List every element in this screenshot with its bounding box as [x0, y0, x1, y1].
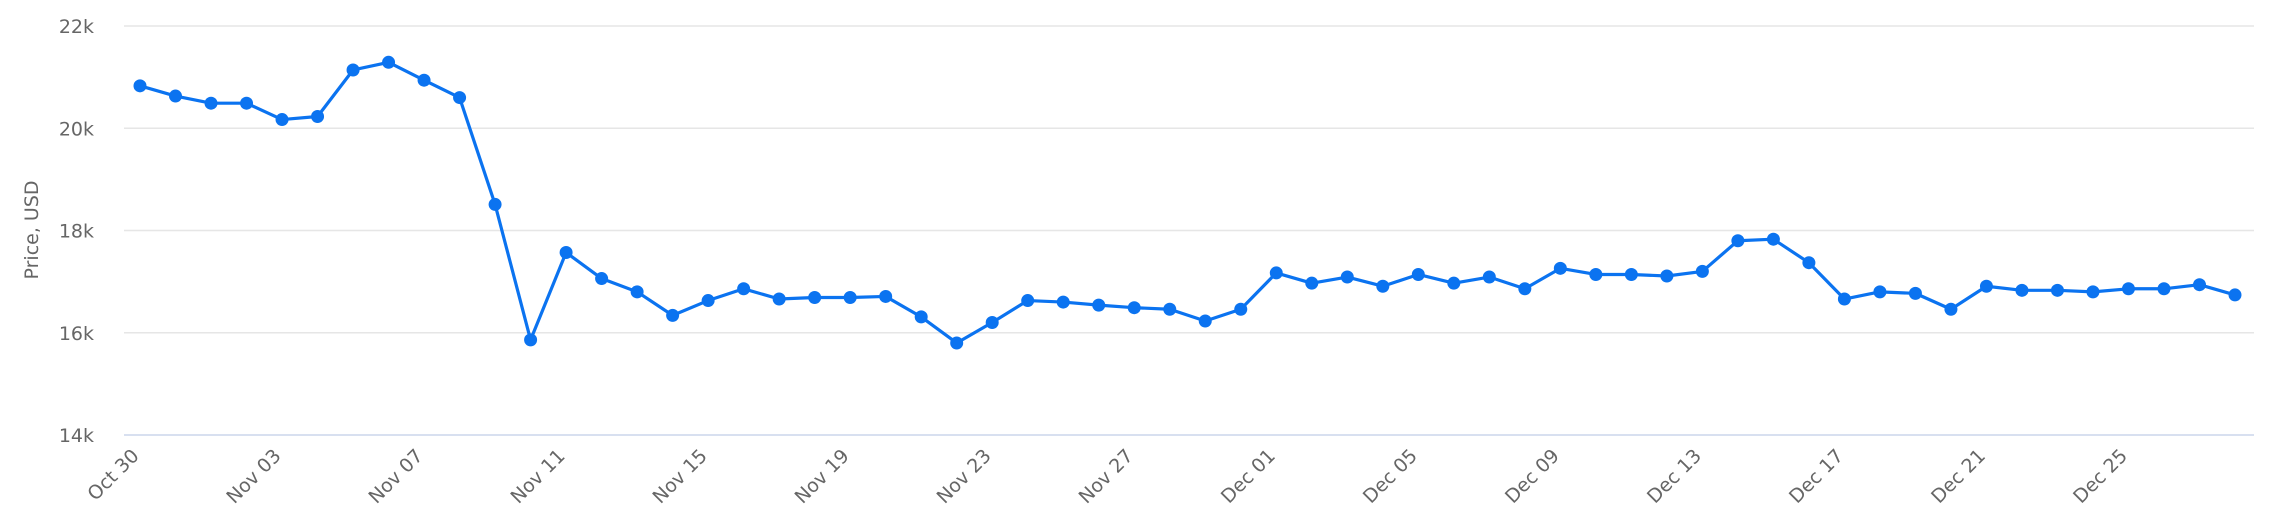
point	[1518, 282, 1532, 296]
point	[1766, 232, 1780, 246]
x-tick-label: Dec 05	[1359, 445, 1422, 508]
point	[169, 89, 183, 103]
point	[1589, 267, 1603, 281]
x-tick-label: Dec 13	[1643, 445, 1706, 508]
point	[1979, 279, 1993, 293]
x-tick-label: Nov 11	[506, 445, 569, 508]
point	[950, 336, 964, 350]
point	[1340, 270, 1354, 284]
point	[1234, 302, 1248, 316]
x-tick-label: Dec 17	[1785, 445, 1848, 508]
point	[1269, 266, 1283, 280]
point	[382, 55, 396, 69]
point	[2121, 282, 2135, 296]
point	[453, 91, 467, 105]
point	[914, 310, 928, 324]
x-tick-label: Dec 09	[1501, 445, 1564, 508]
x-tick-label: Nov 27	[1075, 445, 1138, 508]
y-tick-label: 20k	[59, 118, 94, 140]
point	[1553, 261, 1567, 275]
point	[2015, 283, 2029, 297]
point	[1624, 267, 1638, 281]
point	[417, 73, 431, 87]
point	[1482, 270, 1496, 284]
point	[1695, 264, 1709, 278]
point	[666, 308, 680, 322]
point	[2157, 282, 2171, 296]
y-tick-label: 16k	[59, 323, 94, 345]
y-tick-label: 22k	[59, 16, 94, 38]
point	[701, 294, 715, 308]
point	[1198, 314, 1212, 328]
x-tick-label: Nov 15	[649, 445, 712, 508]
point	[985, 316, 999, 330]
point	[2228, 288, 2242, 302]
x-tick-label: Nov 07	[364, 445, 427, 508]
point	[772, 292, 786, 306]
point	[2192, 278, 2206, 292]
point	[879, 289, 893, 303]
x-tick-label: Nov 19	[791, 445, 854, 508]
point	[1021, 294, 1035, 308]
point	[1837, 292, 1851, 306]
point	[808, 290, 822, 304]
x-tick-label: Dec 01	[1217, 445, 1280, 508]
x-tick-label: Oct 30	[83, 445, 143, 505]
point	[1873, 285, 1887, 299]
point	[204, 96, 218, 110]
point	[1447, 276, 1461, 290]
point	[2050, 283, 2064, 297]
point	[275, 113, 289, 127]
x-tick-label: Dec 25	[2069, 445, 2132, 508]
point	[524, 333, 538, 347]
point	[1660, 269, 1674, 283]
point	[1092, 298, 1106, 312]
point	[488, 197, 502, 211]
point	[240, 96, 254, 110]
point	[1376, 279, 1390, 293]
y-axis-label: Price, USD	[21, 180, 43, 279]
point	[1411, 267, 1425, 281]
x-tick-label: Nov 23	[933, 445, 996, 508]
point	[559, 245, 573, 259]
y-tick-label: 18k	[59, 221, 94, 243]
x-tick-label: Dec 21	[1927, 445, 1990, 508]
point	[1056, 295, 1070, 309]
point	[1305, 276, 1319, 290]
point	[1908, 286, 1922, 300]
point	[311, 109, 325, 123]
line	[139, 60, 2236, 345]
x-tick-label: Nov 03	[222, 445, 285, 508]
point	[2086, 285, 2100, 299]
point	[133, 79, 147, 93]
point	[1163, 302, 1177, 316]
point	[630, 285, 644, 299]
point	[843, 290, 857, 304]
point	[1802, 256, 1816, 270]
point	[1731, 234, 1745, 248]
point	[737, 282, 751, 296]
point	[346, 63, 360, 77]
point	[595, 272, 609, 286]
point	[1944, 302, 1958, 316]
y-tick-label: 14k	[59, 425, 94, 447]
point	[1127, 301, 1141, 315]
